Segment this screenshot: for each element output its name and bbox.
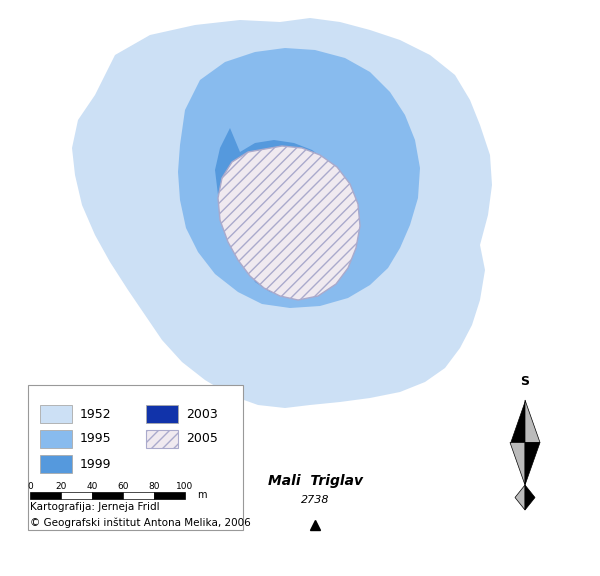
Polygon shape bbox=[244, 155, 340, 273]
Bar bbox=[154, 492, 185, 499]
Polygon shape bbox=[525, 442, 540, 485]
Polygon shape bbox=[215, 128, 350, 296]
Polygon shape bbox=[525, 400, 540, 442]
Polygon shape bbox=[178, 48, 420, 308]
Text: 60: 60 bbox=[117, 482, 129, 491]
Bar bbox=[61, 492, 92, 499]
Text: 80: 80 bbox=[148, 482, 160, 491]
Text: 1999: 1999 bbox=[80, 457, 112, 471]
Bar bbox=[30, 492, 61, 499]
Polygon shape bbox=[72, 18, 492, 408]
Text: S: S bbox=[521, 375, 530, 388]
Bar bbox=[146, 405, 178, 423]
Text: 2003: 2003 bbox=[186, 407, 218, 420]
Bar bbox=[92, 492, 123, 499]
Bar bbox=[28, 385, 243, 530]
Text: 1995: 1995 bbox=[80, 433, 112, 445]
Polygon shape bbox=[510, 400, 525, 442]
Text: 2005: 2005 bbox=[186, 433, 218, 445]
Polygon shape bbox=[525, 485, 535, 510]
Text: Mali  Triglav: Mali Triglav bbox=[268, 474, 362, 488]
Text: 1952: 1952 bbox=[80, 407, 112, 420]
Text: 100: 100 bbox=[176, 482, 194, 491]
Text: Kartografija: Jerneja Fridl: Kartografija: Jerneja Fridl bbox=[30, 502, 160, 512]
Polygon shape bbox=[218, 146, 360, 300]
Text: 20: 20 bbox=[55, 482, 67, 491]
Text: 2738: 2738 bbox=[301, 495, 329, 505]
Text: 40: 40 bbox=[86, 482, 98, 491]
Text: m: m bbox=[197, 491, 206, 501]
Bar bbox=[123, 492, 154, 499]
Bar bbox=[146, 430, 178, 448]
Text: 0: 0 bbox=[27, 482, 33, 491]
Polygon shape bbox=[510, 442, 525, 485]
Bar bbox=[40, 405, 72, 423]
Bar bbox=[40, 455, 72, 473]
Text: © Geografski inštitut Antona Melika, 2006: © Geografski inštitut Antona Melika, 200… bbox=[30, 517, 251, 528]
Polygon shape bbox=[515, 485, 525, 510]
Bar bbox=[40, 430, 72, 448]
